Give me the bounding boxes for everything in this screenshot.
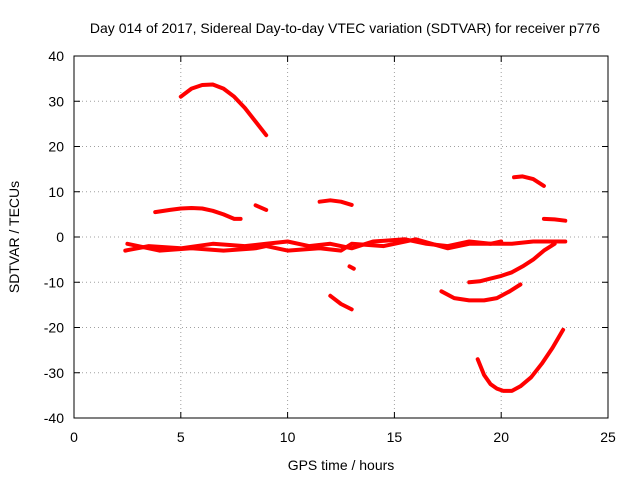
axis-ticks: 0 5 10 15 20 25 -40 -30 -20 -10 0 10 20 30 40 bbox=[44, 48, 616, 445]
y-tick-label: 0 bbox=[56, 229, 64, 245]
series-arc-6 bbox=[317, 198, 354, 207]
chart-title: Day 014 of 2017, Sidereal Day-to-day VTE… bbox=[90, 20, 600, 36]
x-tick-label: 10 bbox=[280, 429, 296, 445]
series-arc-9 bbox=[439, 282, 523, 303]
y-tick-label: 10 bbox=[48, 184, 64, 200]
y-tick-label: -20 bbox=[44, 320, 64, 336]
x-axis-label: GPS time / hours bbox=[288, 457, 395, 473]
x-tick-label: 0 bbox=[70, 429, 78, 445]
x-tick-label: 20 bbox=[493, 429, 509, 445]
y-axis-label: SDTVAR / TECUs bbox=[6, 181, 22, 293]
series-arc-3 bbox=[178, 82, 269, 138]
series-arc-2 bbox=[125, 237, 504, 253]
series-arc-11 bbox=[475, 327, 566, 393]
y-tick-label: -40 bbox=[44, 410, 64, 426]
data-series bbox=[123, 82, 568, 393]
series-arc-7 bbox=[328, 293, 354, 312]
y-tick-label: 20 bbox=[48, 139, 64, 155]
x-tick-label: 5 bbox=[177, 429, 185, 445]
series-arc-8 bbox=[347, 264, 356, 271]
y-tick-label: 40 bbox=[48, 48, 64, 64]
series-arc-10 bbox=[467, 241, 557, 285]
series-arc-5 bbox=[253, 203, 269, 212]
x-tick-label: 15 bbox=[387, 429, 403, 445]
series-arc-13 bbox=[541, 216, 568, 223]
grid bbox=[74, 56, 608, 418]
y-tick-label: 30 bbox=[48, 93, 64, 109]
x-tick-label: 25 bbox=[600, 429, 616, 445]
y-tick-label: -10 bbox=[44, 274, 64, 290]
series-arc-4 bbox=[153, 206, 243, 221]
series-arc-12 bbox=[512, 174, 546, 188]
y-tick-label: -30 bbox=[44, 365, 64, 381]
